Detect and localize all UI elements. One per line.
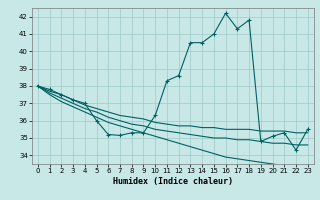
- X-axis label: Humidex (Indice chaleur): Humidex (Indice chaleur): [113, 177, 233, 186]
